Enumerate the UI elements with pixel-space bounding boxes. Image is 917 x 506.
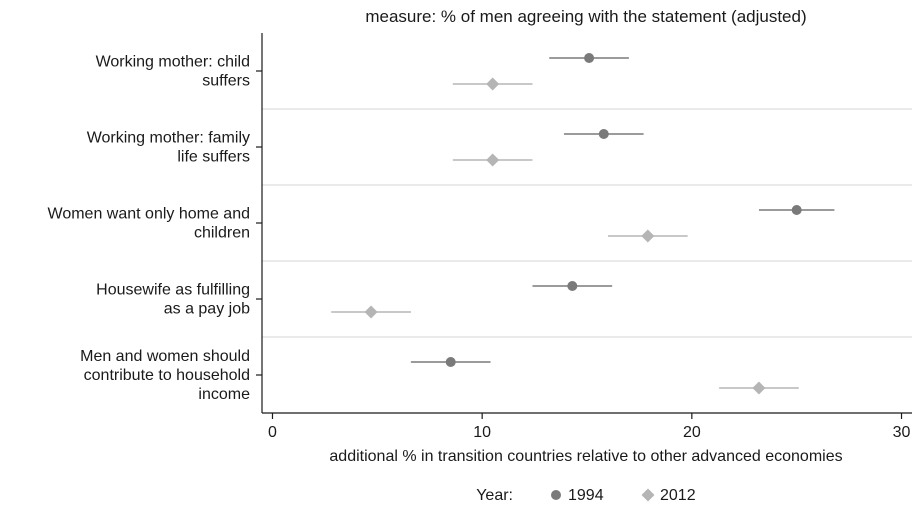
category-label: Men and women should — [80, 348, 250, 365]
category-label: Working mother: family — [87, 130, 250, 147]
point-1994 — [445, 357, 456, 367]
point-2012 — [364, 305, 378, 319]
point-2012 — [486, 153, 500, 167]
category-label: income — [198, 386, 250, 403]
point-2012 — [641, 229, 655, 243]
category-label: Housewife as fulfilling — [96, 282, 250, 299]
chart-title: measure: % of men agreeing with the stat… — [365, 7, 806, 26]
point-1994 — [584, 53, 595, 63]
category-labels: Working mother: child suffers Working moth… — [48, 54, 262, 403]
legend-label-1994: 1994 — [568, 487, 604, 504]
category-label: Working mother: child — [96, 54, 250, 71]
x-tick-label: 0 — [268, 424, 277, 441]
point-2012 — [486, 77, 500, 91]
point-1994 — [791, 205, 802, 215]
category-label: Women want only home and — [48, 206, 250, 223]
category-label: as a pay job — [164, 301, 250, 318]
category-label: contribute to household — [84, 367, 250, 384]
x-axis-ticks: 0 10 20 30 — [268, 413, 911, 441]
category-label: life suffers — [177, 149, 250, 166]
point-2012 — [752, 381, 766, 395]
category-label: suffers — [202, 73, 250, 90]
point-1994 — [598, 129, 609, 139]
data-marks — [331, 53, 835, 395]
legend-marker-2012 — [641, 488, 655, 502]
x-tick-label: 10 — [473, 424, 491, 441]
legend-marker-1994 — [551, 490, 561, 500]
legend-label-2012: 2012 — [660, 487, 696, 504]
x-axis-title: additional % in transition countries rel… — [329, 448, 842, 465]
category-separators — [262, 108, 912, 338]
x-tick-label: 20 — [683, 424, 701, 441]
legend: Year: 1994 2012 — [476, 487, 695, 504]
legend-title: Year: — [476, 487, 513, 504]
point-1994 — [567, 281, 578, 291]
category-label: children — [194, 225, 250, 242]
x-tick-label: 30 — [893, 424, 911, 441]
